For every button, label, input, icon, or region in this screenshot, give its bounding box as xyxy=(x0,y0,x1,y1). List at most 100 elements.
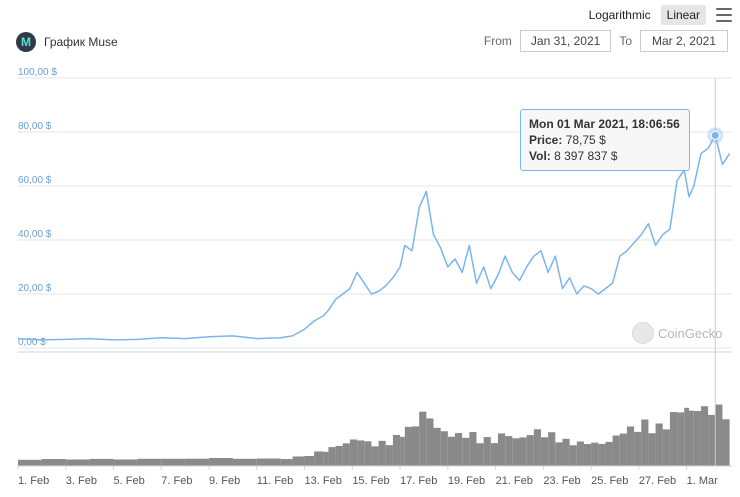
volume-bar xyxy=(65,459,90,466)
volume-bar xyxy=(400,436,405,466)
from-date-input[interactable]: Jan 31, 2021 xyxy=(519,30,612,52)
date-range-selector: From Jan 31, 2021 To Mar 2, 2021 xyxy=(484,30,728,52)
volume-bar xyxy=(18,459,42,466)
volume-bar xyxy=(677,412,685,466)
y-tick-label: 20,00 $ xyxy=(18,283,52,294)
volume-bar xyxy=(598,443,606,466)
logarithmic-scale-button[interactable]: Logarithmic xyxy=(588,8,651,22)
volume-bar xyxy=(404,426,413,466)
volume-bar xyxy=(526,435,534,466)
volume-bar xyxy=(304,455,315,466)
volume-bar xyxy=(161,458,186,466)
from-label: From xyxy=(483,34,512,48)
volume-bar xyxy=(364,441,372,466)
y-tick-label: 60,00 $ xyxy=(18,175,52,186)
volume-bar xyxy=(684,407,690,466)
tooltip-date: Mon 01 Mar 2021, 18:06:56 xyxy=(529,117,680,131)
chart-toolbar: Logarithmic Linear xyxy=(583,4,732,26)
tooltip-price-row: Price: 78,75 $ xyxy=(529,132,681,148)
volume-bar xyxy=(385,445,393,466)
volume-bar xyxy=(555,442,563,466)
x-tick-label: 1. Feb xyxy=(18,475,49,487)
volume-bar xyxy=(342,443,350,466)
volume-bar xyxy=(113,459,138,466)
volume-bar xyxy=(323,451,329,466)
volume-bar xyxy=(490,443,498,466)
to-label: To xyxy=(619,34,632,48)
price-line xyxy=(17,134,731,341)
volume-bar xyxy=(392,434,401,466)
volume-bar xyxy=(689,410,694,466)
x-tick-label: 11. Feb xyxy=(257,475,294,487)
hamburger-menu-icon[interactable] xyxy=(716,8,732,22)
price-tooltip: Mon 01 Mar 2021, 18:06:56 Price: 78,75 $… xyxy=(520,109,690,171)
volume-bar xyxy=(292,456,305,466)
tooltip-price-label: Price: xyxy=(529,133,563,147)
volume-bar xyxy=(185,458,210,466)
to-date-input[interactable]: Mar 2, 2021 xyxy=(640,30,728,52)
y-tick-label: 40,00 $ xyxy=(18,229,52,240)
volume-bar xyxy=(483,437,491,466)
volume-bar xyxy=(641,419,649,466)
volume-bar xyxy=(89,458,114,466)
y-tick-label: 80,00 $ xyxy=(18,121,52,132)
volume-bar xyxy=(626,426,635,466)
volume-bar xyxy=(137,458,162,466)
volume-bar xyxy=(634,431,642,466)
volume-bar xyxy=(433,427,441,466)
volume-bar xyxy=(591,442,599,466)
y-tick-label: 0,00 $ xyxy=(18,337,46,348)
credit-text: CoinGecko xyxy=(658,325,723,341)
muse-logo-icon: M xyxy=(16,32,36,52)
volume-bar xyxy=(540,437,549,466)
x-tick-label: 1. Mar xyxy=(687,475,719,487)
volume-bar xyxy=(497,433,506,466)
x-tick-label: 21. Feb xyxy=(496,475,533,487)
volume-bar xyxy=(440,431,448,466)
volume-bar xyxy=(412,426,420,466)
volume-bar xyxy=(708,414,716,466)
chart-title: График Muse xyxy=(44,35,118,49)
chart-header: M График Muse xyxy=(16,32,118,52)
volume-bar xyxy=(562,438,570,466)
linear-scale-button[interactable]: Linear xyxy=(660,5,706,25)
volume-bar xyxy=(669,412,678,466)
coingecko-credit[interactable]: CoinGecko xyxy=(632,322,722,344)
x-tick-label: 15. Feb xyxy=(352,475,389,487)
tooltip-price-value: 78,75 $ xyxy=(565,133,606,147)
x-tick-label: 17. Feb xyxy=(400,475,437,487)
volume-bar xyxy=(512,438,520,466)
x-tick-label: 3. Feb xyxy=(66,475,97,487)
volume-bar xyxy=(662,429,670,466)
volume-bar xyxy=(700,406,709,466)
volume-bar xyxy=(447,436,455,466)
volume-bar xyxy=(209,457,233,466)
volume-bar xyxy=(576,441,584,466)
volume-bar xyxy=(314,451,324,466)
x-tick-label: 9. Feb xyxy=(209,475,240,487)
volume-bar xyxy=(533,429,541,466)
volume-bar xyxy=(476,443,484,466)
x-tick-label: 13. Feb xyxy=(305,475,342,487)
volume-bar xyxy=(715,404,723,466)
volume-bar xyxy=(519,437,527,466)
volume-bar xyxy=(583,444,592,466)
y-tick-label: 100,00 $ xyxy=(18,67,57,78)
tooltip-vol-label: Vol: xyxy=(529,149,551,163)
volume-bar xyxy=(232,458,257,466)
volume-bar xyxy=(469,432,477,466)
volume-bar xyxy=(569,445,577,466)
volume-bar xyxy=(693,411,701,466)
volume-bar xyxy=(41,459,66,466)
hover-point xyxy=(710,130,720,140)
x-tick-label: 19. Feb xyxy=(448,475,485,487)
volume-bar xyxy=(335,445,343,466)
x-tick-label: 5. Feb xyxy=(114,475,145,487)
volume-bar xyxy=(605,441,613,466)
volume-bar xyxy=(548,432,556,466)
x-tick-label: 27. Feb xyxy=(639,475,676,487)
x-tick-label: 25. Feb xyxy=(591,475,628,487)
volume-bar xyxy=(371,446,379,466)
volume-bar xyxy=(378,440,386,466)
